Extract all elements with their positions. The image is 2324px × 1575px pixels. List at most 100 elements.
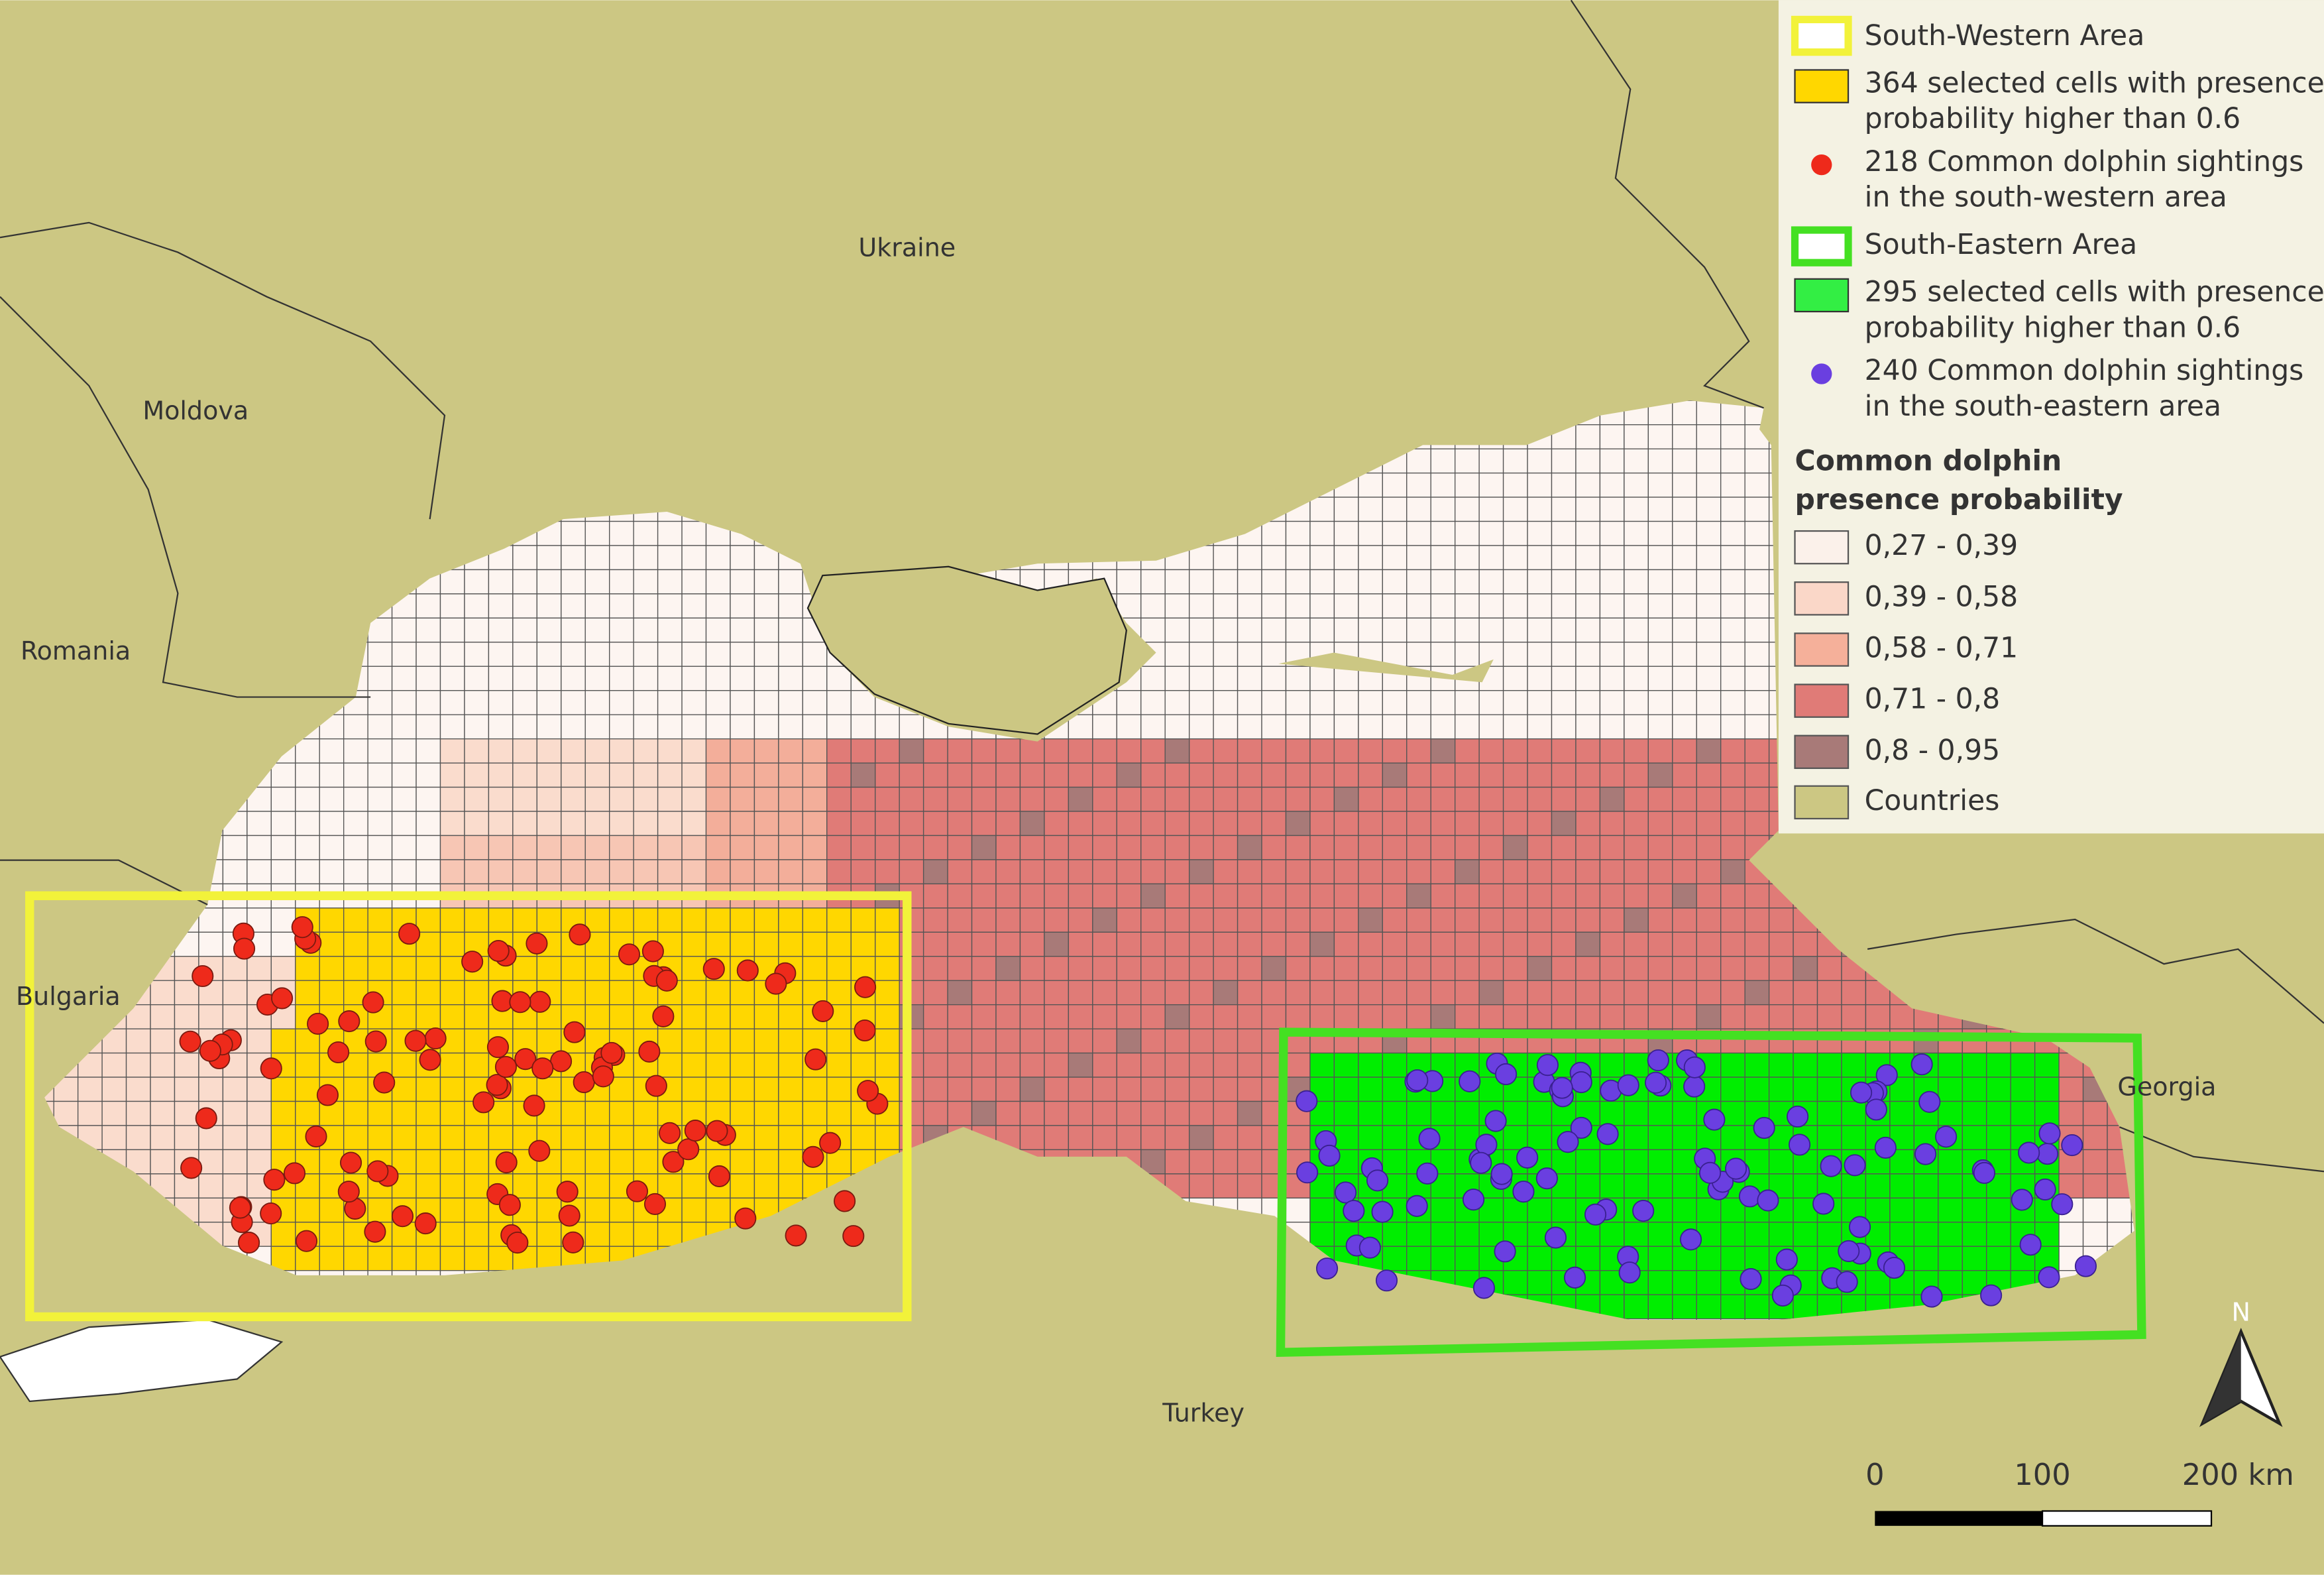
grid-cell: [922, 1077, 948, 1102]
grid-cell: [1430, 883, 1456, 909]
grid-cell: [1624, 642, 1649, 667]
grid-cell: [1213, 811, 1239, 837]
grid-cell: [2107, 1197, 2132, 1223]
grid-cell: [1841, 980, 1867, 1006]
grid-cell: [1696, 1270, 1722, 1295]
grid-cell: [1358, 1100, 1383, 1126]
grid-cell: [1913, 1173, 1939, 1198]
legend-label: 218 Common dolphin sightings: [1865, 146, 2304, 178]
grid-cell: [1092, 786, 1117, 812]
grid-cell: [730, 1052, 755, 1078]
grid-cell: [222, 1077, 248, 1102]
sighting: [1475, 1134, 1498, 1156]
grid-cell: [1841, 1004, 1867, 1029]
grid-cell: [1551, 980, 1577, 1006]
grid-cell: [633, 1100, 659, 1126]
grid-cell: [1044, 811, 1070, 837]
grid-cell: [1285, 569, 1311, 595]
grid-cell: [1116, 762, 1142, 788]
grid-cell: [1527, 472, 1553, 498]
sighting: [373, 1071, 396, 1094]
grid-cell: [1285, 738, 1311, 764]
grid-cell: [561, 811, 586, 837]
grid-cell: [1358, 1052, 1383, 1078]
sighting: [260, 1057, 282, 1080]
grid-cell: [1575, 956, 1601, 981]
sighting: [514, 1048, 537, 1071]
grid-cell: [1624, 448, 1649, 474]
grid-cell: [343, 811, 368, 837]
grid-cell: [536, 907, 562, 933]
grid-cell: [1285, 1052, 1311, 1078]
grid-cell: [705, 1004, 731, 1029]
sighting: [1462, 1189, 1485, 1211]
crimea: [806, 565, 1127, 735]
grid-cell: [1213, 545, 1239, 571]
grid-cell: [1744, 738, 1770, 764]
grid-cell: [1938, 1270, 1963, 1295]
grid-cell: [1188, 1052, 1214, 1078]
grid-cell: [1647, 448, 1673, 474]
sighting: [1470, 1151, 1492, 1174]
sighting: [192, 964, 214, 988]
grid-cell: [1406, 545, 1431, 571]
grid-cell: [1455, 545, 1480, 571]
grid-cell: [1333, 786, 1359, 812]
grid-cell: [995, 956, 1021, 981]
grid-cell: [1575, 1222, 1601, 1247]
grid-cell: [1647, 762, 1673, 788]
grid-cell: [802, 642, 828, 667]
grid-cell: [488, 617, 514, 643]
grid-cell: [1672, 472, 1697, 498]
grid-cell: [319, 1246, 345, 1271]
grid-cell: [1019, 956, 1045, 981]
grid-cell: [367, 666, 393, 691]
country-labels: Ukraine Moldova Romania Bulgaria Georgia…: [16, 233, 2216, 1428]
grid-cell: [826, 1028, 852, 1054]
grid-cell: [971, 738, 997, 764]
grid-cell: [367, 907, 393, 933]
sighting: [391, 1205, 414, 1228]
grid-cell: [681, 1077, 707, 1102]
grid-cell: [1188, 1149, 1214, 1175]
grid-cell: [1333, 762, 1359, 788]
grid-cell: [657, 1100, 683, 1126]
sighting: [1935, 1126, 1958, 1148]
grid-cell: [753, 1149, 779, 1175]
grid-cell: [1575, 593, 1601, 619]
grid-cell: [2082, 1149, 2108, 1175]
sighting: [1315, 1257, 1339, 1280]
legend-label: 240 Common dolphin sightings: [1865, 355, 2304, 387]
grid-cell: [1237, 545, 1262, 571]
grid-cell: [1551, 835, 1577, 860]
grid-cell: [1116, 714, 1142, 740]
grid-cell: [1044, 1052, 1070, 1078]
grid-cell: [1672, 520, 1697, 546]
grid-cell: [150, 1052, 176, 1078]
grid-cell: [681, 642, 707, 667]
grid-cell: [778, 690, 804, 715]
sighting: [2038, 1122, 2061, 1145]
country-label: Georgia: [2117, 1073, 2216, 1102]
grid-cell: [1672, 400, 1697, 426]
grid-cell: [1092, 931, 1117, 957]
grid-cell: [1478, 569, 1504, 595]
grid-cell: [633, 545, 659, 571]
grid-cell: [1624, 1052, 1649, 1078]
grid-cell: [1696, 545, 1722, 571]
grid-cell: [1624, 714, 1649, 740]
grid-cell: [609, 1125, 634, 1151]
grid-cell: [1527, 1246, 1553, 1271]
grid-cell: [609, 811, 634, 837]
grid-cell: [1720, 1246, 1745, 1271]
grid-cell: [1092, 738, 1117, 764]
grid-cell: [995, 738, 1021, 764]
grid-cell: [778, 786, 804, 812]
sighting: [734, 1207, 757, 1230]
grid-cell: [1333, 811, 1359, 837]
grid-cell: [1599, 1004, 1625, 1029]
grid-cell: [1140, 883, 1166, 909]
grid-cell: [1455, 835, 1480, 860]
grid-cell: [1720, 1125, 1745, 1151]
grid-cell: [1527, 835, 1553, 860]
